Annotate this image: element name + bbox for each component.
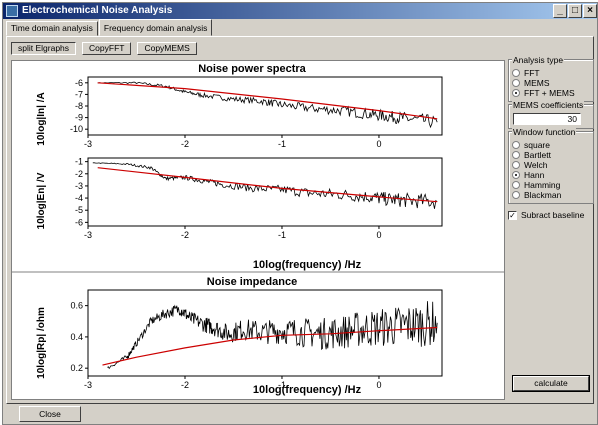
x-tick-label: -1 bbox=[278, 230, 286, 240]
radio-indicator bbox=[512, 171, 520, 179]
x-tick-label: -3 bbox=[84, 230, 92, 240]
spectra-title: Noise power spectra bbox=[198, 63, 306, 75]
impedance-xlabel: 10log(frequency) /Hz bbox=[253, 384, 362, 396]
y-tick-label: -5 bbox=[75, 205, 83, 215]
radio-indicator bbox=[512, 191, 520, 199]
mems-coefficients-title: MEMS coefficients bbox=[512, 100, 584, 110]
radio-indicator bbox=[512, 151, 520, 159]
y-tick-label: -1 bbox=[75, 157, 83, 167]
charts-canvas: -6-7-8-9-10-3 -2 -1 0-1-2-3-4-5-6-3 -2 -1 00.2… bbox=[12, 61, 504, 399]
x-tick-label: 0 bbox=[376, 380, 381, 390]
radio-hann[interactable]: Hann bbox=[512, 170, 590, 180]
subtract-baseline-label: Subract baseline bbox=[521, 210, 584, 220]
radio-mems[interactable]: MEMS bbox=[512, 78, 590, 88]
restore-button[interactable]: □ bbox=[568, 4, 582, 18]
window-function-group: Window function square Bartlett Welch Ha… bbox=[508, 131, 594, 204]
y-tick-label: 0.2 bbox=[70, 363, 83, 373]
radio-indicator bbox=[512, 181, 520, 189]
app-icon bbox=[6, 5, 18, 17]
radio-label: square bbox=[524, 140, 550, 150]
y-tick-label: 0.6 bbox=[70, 301, 83, 311]
mems-coefficients-input[interactable]: 30 bbox=[513, 113, 581, 125]
radio-label: MEMS bbox=[524, 78, 550, 88]
radio-label: Hamming bbox=[524, 180, 560, 190]
y-tick-label: -2 bbox=[75, 169, 83, 179]
radio-label: FFT + MEMS bbox=[524, 88, 575, 98]
y-tick-label: -8 bbox=[75, 101, 83, 111]
plot-area: -6 -7 -8 -9 -10 -3 -2 -1 0 -1 -2 -3 -4 -5 -6 -3 -2 -1 0 0.2… bbox=[11, 60, 505, 400]
radio-square[interactable]: square bbox=[512, 140, 590, 150]
close-window-button[interactable]: × bbox=[583, 4, 597, 18]
radio-blackman[interactable]: Blackman bbox=[512, 190, 590, 200]
radio-welch[interactable]: Welch bbox=[512, 160, 590, 170]
mems-coefficients-group: MEMS coefficients 30 bbox=[508, 104, 594, 129]
radio-label: FFT bbox=[524, 68, 540, 78]
radio-indicator bbox=[512, 161, 520, 169]
copy-fft-button[interactable]: CopyFFT bbox=[82, 42, 131, 55]
tab-time-domain[interactable]: Time domain analysis bbox=[6, 21, 98, 36]
chart-frame bbox=[88, 158, 442, 226]
y-tick-label: 0.4 bbox=[70, 332, 83, 342]
y-tick-label: -4 bbox=[75, 193, 83, 203]
minimize-button[interactable]: _ bbox=[553, 4, 567, 18]
radio-indicator bbox=[512, 69, 520, 77]
analysis-type-group: Analysis type FFT MEMS FFT + MEMS bbox=[508, 59, 594, 102]
en-ylabel: 10log|En| /V bbox=[36, 172, 47, 229]
radio-label: Blackman bbox=[524, 190, 561, 200]
frequency-domain-panel: split Elgraphs CopyFFT CopyMEMS -6 -7 -8 -9… bbox=[6, 36, 594, 404]
in-ylabel: 10log|In| /A bbox=[36, 92, 47, 145]
chart-frame bbox=[88, 290, 442, 376]
radio-indicator bbox=[512, 141, 520, 149]
y-tick-label: -6 bbox=[75, 217, 83, 227]
radio-label: Hann bbox=[524, 170, 544, 180]
spectra-xlabel: 10log(frequency) /Hz bbox=[253, 259, 362, 271]
radio-indicator bbox=[512, 79, 520, 87]
tab-bar: Time domain analysis Frequency domain an… bbox=[6, 21, 213, 36]
radio-hamming[interactable]: Hamming bbox=[512, 180, 590, 190]
x-tick-label: -2 bbox=[181, 139, 189, 149]
options-sidebar: Analysis type FFT MEMS FFT + MEMS MEMS c… bbox=[508, 59, 594, 221]
radio-bartlett[interactable]: Bartlett bbox=[512, 150, 590, 160]
x-tick-label: 0 bbox=[376, 230, 381, 240]
y-tick-label: -10 bbox=[70, 124, 83, 134]
radio-label: Bartlett bbox=[524, 150, 551, 160]
close-button[interactable]: Close bbox=[19, 406, 81, 422]
pane-divider bbox=[12, 271, 504, 273]
y-tick-label: -9 bbox=[75, 113, 83, 123]
tab-frequency-domain[interactable]: Frequency domain analysis bbox=[99, 19, 212, 36]
x-tick-label: 0 bbox=[376, 139, 381, 149]
analysis-type-title: Analysis type bbox=[512, 55, 564, 65]
x-tick-label: -2 bbox=[181, 380, 189, 390]
copy-mems-button[interactable]: CopyMEMS bbox=[137, 42, 196, 55]
x-tick-label: -3 bbox=[84, 139, 92, 149]
rp-ylabel: 10log|Rp| /ohm bbox=[36, 307, 47, 379]
radio-label: Welch bbox=[524, 160, 547, 170]
y-tick-label: -3 bbox=[75, 181, 83, 191]
x-tick-label: -2 bbox=[181, 230, 189, 240]
radio-fft-mems[interactable]: FFT + MEMS bbox=[512, 88, 590, 98]
split-elgraphs-button[interactable]: split Elgraphs bbox=[11, 42, 76, 55]
radio-indicator bbox=[512, 89, 520, 97]
title-bar[interactable]: Electrochemical Noise Analysis _ □ × bbox=[3, 3, 597, 19]
checkbox-box: ✓ bbox=[508, 211, 517, 220]
window-title: Electrochemical Noise Analysis bbox=[22, 3, 172, 19]
y-tick-label: -7 bbox=[75, 89, 83, 99]
window-function-title: Window function bbox=[512, 127, 576, 137]
radio-fft[interactable]: FFT bbox=[512, 68, 590, 78]
impedance-title: Noise impedance bbox=[207, 276, 297, 288]
y-tick-label: -6 bbox=[75, 78, 83, 88]
x-tick-label: -1 bbox=[278, 139, 286, 149]
x-tick-label: -3 bbox=[84, 380, 92, 390]
subtract-baseline-checkbox[interactable]: ✓ Subract baseline bbox=[508, 209, 594, 221]
calculate-button[interactable]: calculate bbox=[513, 376, 589, 391]
